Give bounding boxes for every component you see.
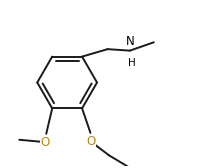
Text: N: N: [126, 35, 134, 48]
Text: H: H: [128, 58, 135, 68]
Text: O: O: [40, 136, 49, 149]
Text: O: O: [87, 135, 96, 148]
